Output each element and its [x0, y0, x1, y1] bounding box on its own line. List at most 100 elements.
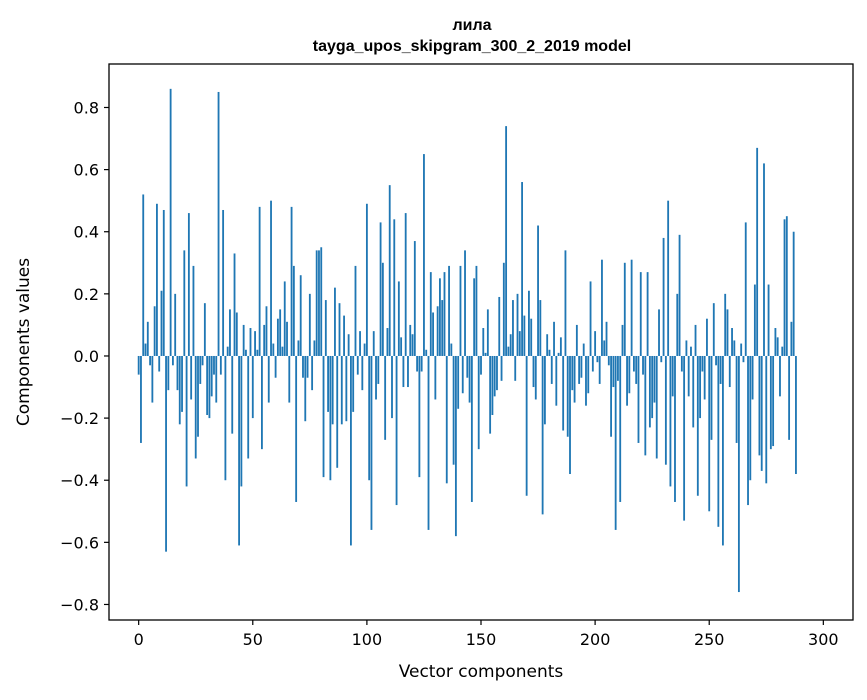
bar — [299, 275, 302, 356]
bar — [528, 290, 530, 356]
bar — [639, 272, 642, 356]
bar — [706, 318, 708, 356]
bar — [783, 219, 786, 356]
bar — [354, 265, 357, 356]
bar — [578, 355, 581, 384]
bar — [183, 250, 186, 356]
bar — [703, 355, 706, 400]
bar — [630, 259, 633, 356]
bar — [279, 309, 282, 356]
bar — [315, 250, 318, 356]
bar — [397, 281, 400, 356]
bar — [174, 293, 177, 356]
bar — [518, 331, 521, 356]
bar — [726, 309, 729, 356]
bar — [418, 355, 421, 478]
bar — [710, 355, 713, 440]
bar — [525, 355, 528, 496]
bar — [660, 355, 663, 363]
bar — [550, 355, 553, 384]
bar — [318, 250, 320, 356]
bar — [674, 355, 676, 502]
bar — [491, 355, 494, 415]
y-axis-label: Components values — [14, 258, 34, 426]
bar — [740, 343, 743, 356]
bar — [345, 355, 348, 422]
y-tick-label: −0.2 — [60, 409, 99, 428]
bar — [655, 355, 658, 459]
bar — [334, 287, 336, 356]
bar — [160, 290, 163, 356]
bar — [327, 355, 330, 412]
bar — [470, 355, 473, 502]
bar — [521, 182, 523, 356]
bar — [302, 355, 304, 378]
bar — [165, 355, 167, 552]
x-tick-label: 150 — [466, 630, 497, 649]
bar — [274, 355, 277, 378]
bar — [715, 355, 717, 366]
bar — [445, 355, 448, 484]
bar — [144, 343, 147, 356]
bar — [158, 355, 161, 372]
x-tick-label: 200 — [580, 630, 611, 649]
bar — [352, 355, 355, 412]
bar — [530, 318, 533, 356]
bar — [409, 324, 412, 356]
bar — [245, 349, 247, 356]
bar — [324, 300, 327, 356]
bar — [304, 355, 307, 422]
bar — [790, 321, 793, 356]
bar — [733, 340, 736, 356]
bar — [690, 346, 692, 356]
bar — [795, 355, 797, 475]
bar — [635, 355, 638, 384]
bar — [292, 265, 295, 356]
bar — [443, 272, 446, 356]
bar — [779, 355, 781, 397]
bar — [153, 306, 156, 356]
bar — [331, 355, 334, 425]
bar — [169, 88, 172, 356]
bar — [543, 355, 546, 425]
bar — [459, 265, 462, 356]
bar — [587, 355, 590, 394]
bar — [210, 355, 213, 397]
bar — [696, 355, 699, 496]
bar — [242, 324, 245, 356]
bar — [669, 355, 672, 487]
x-tick-label: 250 — [694, 630, 725, 649]
bar — [637, 355, 640, 443]
bar — [523, 315, 526, 356]
bar — [219, 355, 222, 375]
bar — [614, 355, 617, 530]
bar — [512, 300, 514, 356]
bar — [295, 355, 298, 502]
bar — [439, 278, 441, 356]
bar — [749, 355, 752, 481]
bar — [197, 355, 199, 437]
bar — [767, 284, 770, 356]
y-axis-ticks: 0.8 0.6 0.4 0.2 0.0 −0.2 −0.4 −0.6 −0.8 — [60, 98, 109, 614]
bar — [247, 355, 250, 459]
bar — [407, 355, 409, 388]
bar — [229, 309, 231, 356]
bar — [644, 355, 647, 456]
bar — [206, 355, 209, 415]
bar — [142, 194, 145, 356]
bar — [756, 147, 759, 356]
bar — [171, 355, 174, 366]
y-tick-label: 0.2 — [74, 285, 99, 304]
bar — [365, 203, 368, 356]
bar — [505, 126, 508, 356]
bar — [473, 278, 476, 356]
bar — [343, 315, 345, 356]
bar — [747, 355, 749, 506]
bar — [306, 355, 309, 378]
chart-title: лила — [452, 17, 491, 34]
bar — [201, 355, 204, 366]
bars-group — [137, 88, 797, 593]
bar — [313, 340, 316, 356]
bar — [185, 355, 188, 487]
